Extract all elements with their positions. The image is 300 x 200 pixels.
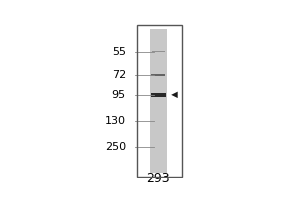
Text: 130: 130 bbox=[105, 116, 126, 126]
Text: 72: 72 bbox=[112, 70, 126, 80]
Text: 293: 293 bbox=[147, 172, 170, 185]
Text: 250: 250 bbox=[105, 142, 126, 152]
Text: 55: 55 bbox=[112, 47, 126, 57]
Polygon shape bbox=[171, 92, 178, 98]
Bar bbox=[151, 93, 166, 97]
Bar bbox=[150, 29, 167, 173]
Text: 95: 95 bbox=[112, 90, 126, 100]
Bar bbox=[152, 51, 165, 52]
Bar bbox=[137, 25, 182, 177]
Bar bbox=[152, 74, 165, 76]
